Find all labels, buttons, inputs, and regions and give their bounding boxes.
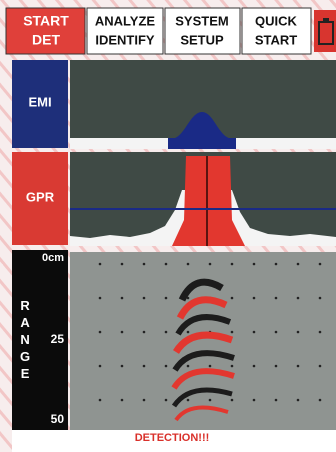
grid-dot (165, 365, 168, 368)
grid-dot (275, 399, 278, 402)
grid-dot (319, 297, 322, 300)
button[interactable]: SYSTEM SETUP (165, 8, 240, 54)
grid-dot (297, 297, 300, 300)
button-label: IDENTIFY (95, 32, 155, 47)
button-label: SETUP (180, 32, 224, 47)
device-screen: START DET ANALYZE IDENTIFY SYSTEM SETUP … (0, 0, 336, 452)
grid-dot (253, 263, 256, 266)
grid-dot (165, 399, 168, 402)
grid-dot (231, 297, 234, 300)
grid-dot (319, 331, 322, 334)
emi-label: EMI (28, 94, 51, 109)
grid-dot (165, 331, 168, 334)
status-message: DETECTION!!! (135, 432, 210, 444)
grid-dot (99, 399, 102, 402)
button-label: START (255, 32, 297, 47)
grid-dot (275, 263, 278, 266)
grid-dot (231, 263, 234, 266)
grid-dot (253, 365, 256, 368)
range-title: RANGE (18, 298, 33, 383)
grid-dot (253, 297, 256, 300)
grid-dot (231, 365, 234, 368)
grid-dot (143, 297, 146, 300)
grid-dot (231, 399, 234, 402)
grid-dot (253, 399, 256, 402)
grid-dot (121, 297, 124, 300)
button[interactable]: ANALYZE IDENTIFY (87, 8, 163, 54)
grid-dot (187, 365, 190, 368)
battery-icon (314, 10, 336, 52)
grid-dot (319, 399, 322, 402)
grid-dot (209, 399, 212, 402)
radar-image (70, 252, 336, 430)
grid-dot (275, 297, 278, 300)
grid-dot (99, 365, 102, 368)
grid-dot (209, 365, 212, 368)
gpr-label: GPR (26, 189, 55, 204)
grid-dot (231, 331, 234, 334)
grid-dot (209, 263, 212, 266)
grid-dot (297, 399, 300, 402)
grid-dot (275, 365, 278, 368)
grid-dot (165, 297, 168, 300)
grid-dot (99, 331, 102, 334)
button-label: DET (32, 32, 60, 48)
grid-dot (121, 365, 124, 368)
grid-dot (99, 263, 102, 266)
grid-dot (187, 399, 190, 402)
emi-graph (70, 60, 336, 149)
button-label: ANALYZE (95, 13, 156, 28)
grid-dot (143, 263, 146, 266)
toolbar: START DET ANALYZE IDENTIFY SYSTEM SETUP … (6, 8, 336, 54)
button[interactable]: QUICK START (242, 8, 311, 54)
grid-dot (99, 297, 102, 300)
grid-dot (319, 365, 322, 368)
button-label: SYSTEM (175, 13, 228, 28)
grid-dot (187, 331, 190, 334)
grid-dot (121, 263, 124, 266)
grid-dot (253, 331, 256, 334)
gpr-graph (70, 152, 336, 246)
grid-dot (297, 365, 300, 368)
grid-dot (319, 263, 322, 266)
grid-dot (165, 263, 168, 266)
grid-dot (297, 263, 300, 266)
grid-dot (297, 331, 300, 334)
grid-dot (275, 331, 278, 334)
grid-dot (143, 331, 146, 334)
grid-dot (143, 365, 146, 368)
range-bottom-label: 50 (51, 412, 65, 426)
grid-dot (121, 399, 124, 402)
button-label: START (23, 13, 69, 29)
grid-dot (121, 331, 124, 334)
button[interactable]: START DET (6, 8, 85, 54)
range-mid-label: 25 (51, 332, 65, 346)
grid-dot (143, 399, 146, 402)
grid-dot (187, 263, 190, 266)
range-top-label: 0cm (42, 252, 64, 264)
button-label: QUICK (255, 13, 298, 28)
